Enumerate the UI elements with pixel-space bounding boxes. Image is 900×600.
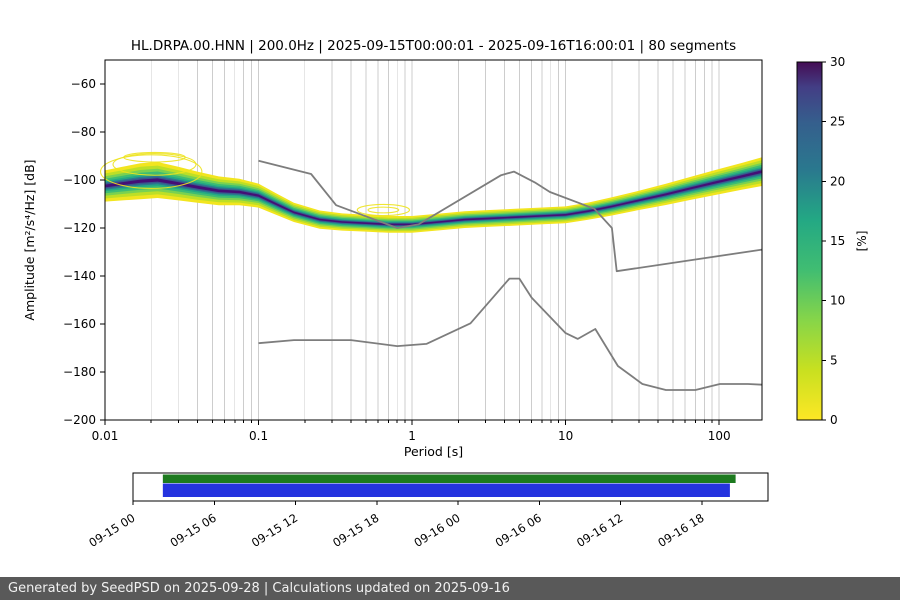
- timeline-tick-label: 09-16 00: [411, 511, 462, 550]
- colorbar: [796, 61, 823, 421]
- timeline-tick-label: 09-16 18: [655, 511, 706, 550]
- colorbar-label: [%]: [855, 231, 869, 252]
- colorbar-tick-label: 15: [830, 234, 845, 248]
- ppsd-outlier-contour: [356, 203, 411, 217]
- ppsd-outlier-contour: [367, 206, 400, 214]
- plot-title: HL.DRPA.00.HNN | 200.0Hz | 2025-09-15T00…: [130, 38, 737, 54]
- timeline-tick-label: 09-15 00: [86, 511, 137, 550]
- y-tick-label: −120: [63, 221, 96, 235]
- y-tick-label: −140: [63, 269, 96, 283]
- x-tick-label: 10: [558, 429, 573, 443]
- ppsd-chart: 0.01 0.1 1 10 100−60−80−100−120−140−160−180−…: [22, 55, 869, 550]
- x-tick-label: 0.1: [249, 429, 268, 443]
- timeline-tick-label: 09-16 06: [493, 511, 544, 550]
- timeline-bar-coverage-green: [162, 474, 736, 483]
- footer-text: Generated by SeedPSD on 2025-09-28 | Cal…: [8, 581, 510, 596]
- x-tick-label: 1: [408, 429, 416, 443]
- colorbar-tick-label: 30: [830, 55, 845, 69]
- colorbar-tick-label: 0: [830, 413, 838, 427]
- colorbar-tick-label: 10: [830, 294, 845, 308]
- y-tick-label: −200: [63, 413, 96, 427]
- y-tick-label: −180: [63, 365, 96, 379]
- timeline-tick-label: 09-15 06: [168, 511, 219, 550]
- timeline-tick-label: 09-15 18: [330, 511, 381, 550]
- x-tick-label: 100: [708, 429, 731, 443]
- y-axis-label: Amplitude [m²/s⁴/Hz] [dB]: [22, 159, 37, 320]
- timeline-bar-segments-blue: [162, 483, 730, 497]
- footer-bar: Generated by SeedPSD on 2025-09-28 | Cal…: [0, 577, 900, 600]
- y-tick-label: −60: [71, 77, 96, 91]
- timeline-tick-label: 09-15 12: [249, 511, 300, 550]
- ppsd-outlier-contour: [100, 154, 203, 189]
- y-tick-label: −100: [63, 173, 96, 187]
- noise-model-high-line: [258, 159, 763, 273]
- x-tick-label: 0.01: [92, 429, 119, 443]
- ppsd-outlier-contour: [112, 153, 197, 176]
- colorbar-tick-label: 25: [830, 115, 845, 129]
- y-tick-label: −80: [71, 125, 96, 139]
- timeline-tick-label: 09-16 12: [574, 511, 625, 550]
- y-tick-label: −160: [63, 317, 96, 331]
- colorbar-tick-label: 20: [830, 174, 845, 188]
- colorbar-tick-label: 5: [830, 353, 838, 367]
- noise-model-low-line: [258, 277, 763, 391]
- x-axis-label: Period [s]: [404, 444, 463, 459]
- plot-frame: [104, 59, 763, 421]
